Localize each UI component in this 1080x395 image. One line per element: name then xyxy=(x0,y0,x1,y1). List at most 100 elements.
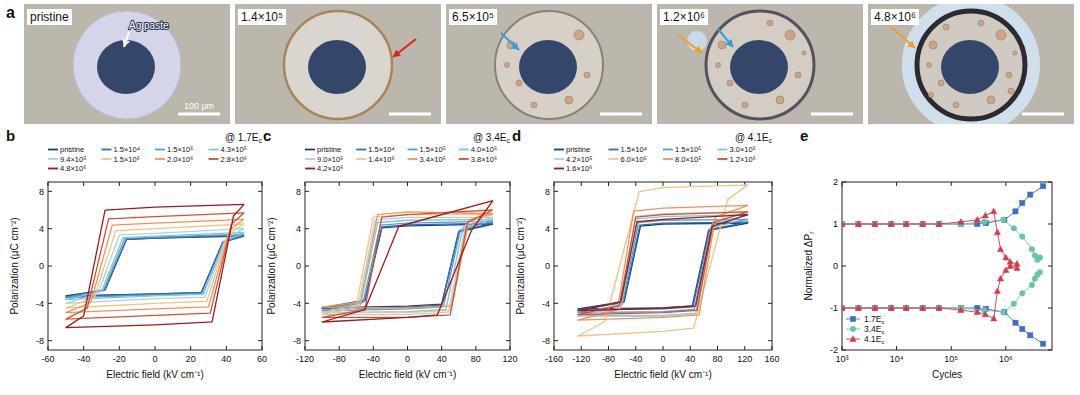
y-tick-right xyxy=(1048,266,1052,267)
point xyxy=(958,307,964,313)
legend-swatch xyxy=(48,149,58,151)
legend-swatch xyxy=(102,158,112,160)
point xyxy=(904,305,909,310)
bubble xyxy=(938,80,944,86)
point xyxy=(904,221,909,226)
x-tick-label: 10⁶ xyxy=(999,354,1013,364)
legend-label: 1.6×10⁶ xyxy=(566,164,592,173)
y-tick-label: 2 xyxy=(833,177,838,187)
x-tick-label: -160 xyxy=(545,354,563,364)
y-tick xyxy=(305,303,309,304)
arrow-head xyxy=(725,39,733,47)
loop xyxy=(322,212,493,308)
legend-label: 1.5×10⁴ xyxy=(114,145,140,154)
y-tick-label: -4 xyxy=(36,299,44,309)
point xyxy=(1011,301,1017,307)
arrow-head xyxy=(907,40,915,48)
point xyxy=(1001,309,1007,315)
legend-label: 9.0×10⁵ xyxy=(317,155,343,164)
point xyxy=(872,221,878,227)
legend-label: 4.1Ec xyxy=(864,334,885,345)
annotation: @ 4.1Ec xyxy=(735,132,773,145)
annotation-sub: c xyxy=(506,136,510,145)
point xyxy=(856,305,861,310)
point xyxy=(997,275,1003,281)
legend-label: 4.0×10⁵ xyxy=(471,145,497,154)
legend-swatch xyxy=(356,158,366,160)
bubble xyxy=(565,96,573,104)
x-tick-top xyxy=(663,182,664,186)
legend-swatch xyxy=(459,149,469,151)
loop xyxy=(578,212,748,315)
series-line xyxy=(842,272,1040,312)
x-tick-top xyxy=(1005,182,1006,186)
legend-label: 1.5×10⁵ xyxy=(675,145,701,154)
y-axis-title-main: Normalized ΔP xyxy=(803,234,814,301)
photo-label-bg xyxy=(27,9,72,25)
legend-swatch xyxy=(48,158,58,160)
point xyxy=(872,221,878,227)
loop xyxy=(66,204,244,327)
point xyxy=(936,221,942,227)
point xyxy=(889,221,895,227)
loop xyxy=(322,223,493,309)
plot-data xyxy=(578,185,748,336)
photo-label-bg xyxy=(660,9,708,25)
legend-swatch xyxy=(554,168,564,170)
legend-marker xyxy=(850,316,855,321)
y-tick-right xyxy=(506,266,510,267)
y-tick xyxy=(554,303,558,304)
x-axis-title: Electric field (kV cm⁻¹) xyxy=(359,369,456,380)
photo: 6.5×10⁵ xyxy=(446,4,652,124)
x-tick-label: 40 xyxy=(685,354,695,364)
x-tick-label: 0 xyxy=(405,354,410,364)
annotation-sub: c xyxy=(768,136,772,145)
bubble xyxy=(742,102,748,108)
legend-swatch xyxy=(718,158,728,160)
y-tick-label: 4 xyxy=(296,224,301,234)
legend-label: 1.5×10⁶ xyxy=(114,155,140,164)
x-tick-top xyxy=(690,182,691,186)
x-tick-label: 120 xyxy=(502,354,517,364)
point xyxy=(991,315,997,321)
bubble xyxy=(927,63,932,68)
x-tick-top xyxy=(339,182,340,186)
point xyxy=(920,305,926,311)
legend-label: pristine xyxy=(60,145,84,154)
plot-data xyxy=(842,184,1046,347)
y-tick xyxy=(554,340,558,341)
point xyxy=(888,305,894,311)
y-tick xyxy=(554,266,558,267)
y-tick-label: 0 xyxy=(39,261,44,271)
y-tick-label: 0 xyxy=(545,261,550,271)
x-tick-label: 10³ xyxy=(835,354,848,364)
plot-data xyxy=(322,201,493,322)
x-tick-label: 60 xyxy=(257,354,267,364)
point xyxy=(889,221,894,226)
x-tick-label: 120 xyxy=(737,354,752,364)
point xyxy=(1037,270,1043,276)
panel-c: c@ 3.4Ec-120-80-4004080120-8-4048Electri… xyxy=(263,127,518,380)
loop xyxy=(578,212,748,317)
photo-label: pristine xyxy=(30,10,69,24)
y-tick-right xyxy=(258,303,262,304)
bubble xyxy=(953,102,959,108)
x-tick xyxy=(635,346,636,350)
x-tick xyxy=(690,346,691,350)
annotation-main: @ 4.1E xyxy=(735,132,769,143)
y-axis-title: Polarization (μC cm⁻²) xyxy=(266,217,277,314)
y-tick xyxy=(305,228,309,229)
bubble xyxy=(1006,72,1012,78)
legend-swatch xyxy=(609,158,619,160)
y-axis-title: Polarization (μC cm⁻²) xyxy=(9,217,20,314)
point xyxy=(974,217,980,223)
legend: pristine1.5×10⁴1.5×10⁵4.3×10⁵9.4×10⁵1.5×… xyxy=(48,145,247,173)
y-tick-right xyxy=(258,191,262,192)
point xyxy=(1029,282,1035,288)
legend: pristine1.5×10⁴1.5×10⁵4.0×10⁵9.0×10⁵1.4×… xyxy=(305,145,497,173)
point xyxy=(856,221,861,226)
point xyxy=(903,305,909,311)
panel-letter: d xyxy=(512,127,521,144)
series-line xyxy=(842,211,1017,264)
y-tick-label: -4 xyxy=(542,299,550,309)
